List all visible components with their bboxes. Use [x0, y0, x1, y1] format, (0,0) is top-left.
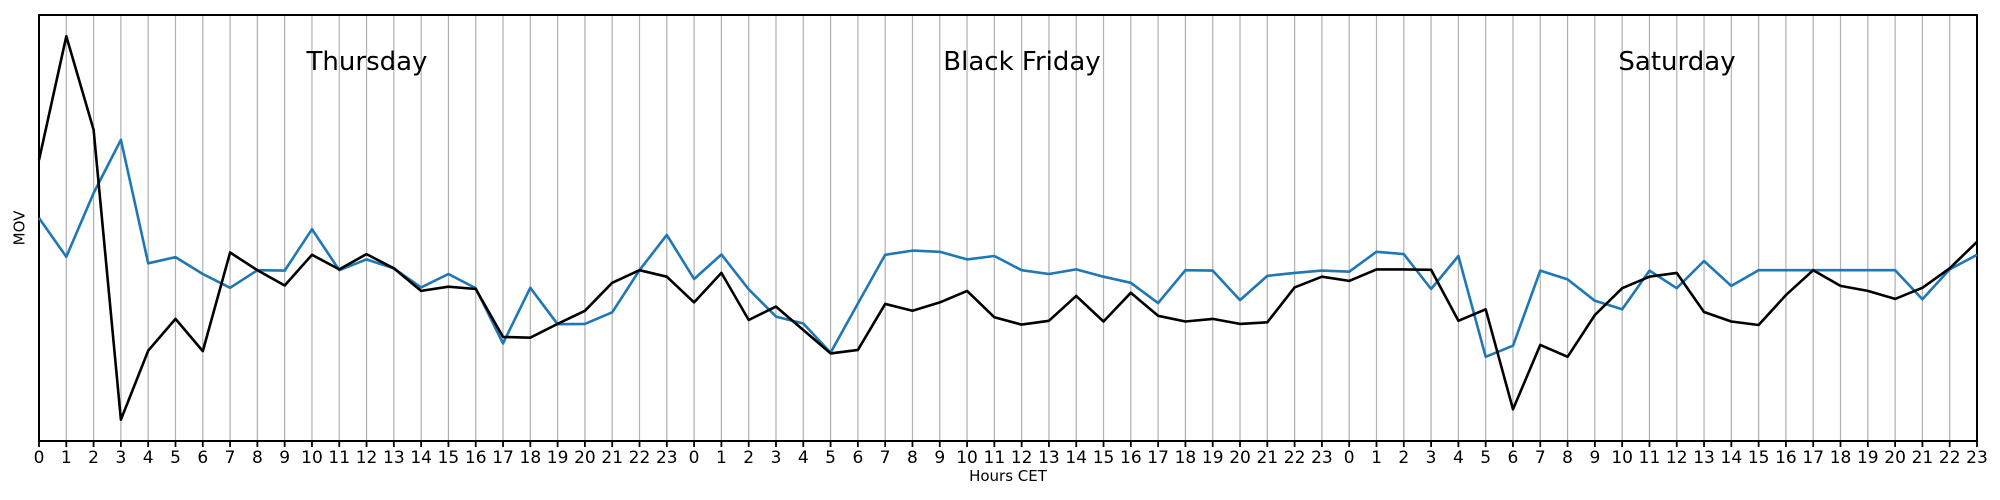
x-tick-label: 21 — [601, 448, 623, 468]
x-tick-label: 3 — [115, 448, 126, 468]
x-tick-label: 14 — [1065, 448, 1087, 468]
x-tick-label: 4 — [798, 448, 809, 468]
x-tick-label: 15 — [1093, 448, 1115, 468]
x-axis-label: Hours CET — [969, 467, 1047, 485]
x-tick-label: 0 — [689, 448, 700, 468]
x-tick-label: 20 — [1884, 448, 1906, 468]
x-tick-label: 17 — [1802, 448, 1824, 468]
x-tick-label: 15 — [1748, 448, 1770, 468]
x-tick-label: 2 — [88, 448, 99, 468]
x-tick-label: 16 — [1120, 448, 1142, 468]
x-tick-label: 19 — [1857, 448, 1879, 468]
x-tick-label: 6 — [852, 448, 863, 468]
x-tick-label: 22 — [1284, 448, 1306, 468]
day-annotation-black-friday: Black Friday — [943, 47, 1101, 77]
x-tick-label: 11 — [328, 448, 350, 468]
x-tick-label: 7 — [225, 448, 236, 468]
x-tick-label: 20 — [1229, 448, 1251, 468]
x-tick-label: 15 — [438, 448, 460, 468]
x-tick-label: 2 — [743, 448, 754, 468]
x-tick-label: 17 — [1147, 448, 1169, 468]
x-tick-label: 1 — [1371, 448, 1382, 468]
x-tick-label: 19 — [1202, 448, 1224, 468]
x-tick-label: 13 — [383, 448, 405, 468]
x-tick-label: 13 — [1038, 448, 1060, 468]
x-tick-label: 11 — [1639, 448, 1661, 468]
x-tick-label: 16 — [1775, 448, 1797, 468]
x-tick-label: 18 — [1830, 448, 1852, 468]
x-tick-label: 14 — [410, 448, 432, 468]
x-tick-label: 10 — [1611, 448, 1633, 468]
x-tick-label: 7 — [1535, 448, 1546, 468]
x-tick-label: 18 — [520, 448, 542, 468]
x-tick-label: 9 — [1589, 448, 1600, 468]
x-tick-label: 1 — [61, 448, 72, 468]
x-tick-label: 20 — [574, 448, 596, 468]
plot-frame — [38, 14, 1978, 442]
day-annotation-thursday: Thursday — [306, 47, 428, 77]
x-tick-label: 23 — [1311, 448, 1333, 468]
series-blue-line — [37, 138, 1978, 359]
x-tick-label: 12 — [1011, 448, 1033, 468]
x-tick-label: 13 — [1693, 448, 1715, 468]
x-tick-label: 21 — [1912, 448, 1934, 468]
x-tick-label: 18 — [1175, 448, 1197, 468]
x-tick-label: 8 — [907, 448, 918, 468]
x-tick-label: 17 — [492, 448, 514, 468]
x-tick-label: 4 — [143, 448, 154, 468]
x-tick-label: 11 — [984, 448, 1006, 468]
x-tick-label: 5 — [170, 448, 181, 468]
x-tick-label: 19 — [547, 448, 569, 468]
x-tick-label: 9 — [934, 448, 945, 468]
day-annotation-saturday: Saturday — [1618, 47, 1736, 77]
x-tick-label: 16 — [465, 448, 487, 468]
x-tick-label: 5 — [825, 448, 836, 468]
x-tick-label: 10 — [301, 448, 323, 468]
x-tick-label: 1 — [716, 448, 727, 468]
x-tick-label: 23 — [1966, 448, 1988, 468]
x-tick-label: 4 — [1453, 448, 1464, 468]
x-tick-label: 22 — [1939, 448, 1961, 468]
x-tick-label: 6 — [197, 448, 208, 468]
series-black-line — [37, 34, 1978, 422]
x-tick-label: 6 — [1508, 448, 1519, 468]
x-tick-label: 14 — [1721, 448, 1743, 468]
y-axis-label: MOV — [10, 210, 29, 246]
x-tick-label: 0 — [1344, 448, 1355, 468]
x-tick-label: 10 — [956, 448, 978, 468]
x-tick-label: 12 — [356, 448, 378, 468]
x-tick-label: 2 — [1398, 448, 1409, 468]
x-tick-label: 8 — [252, 448, 263, 468]
x-tick-label: 7 — [880, 448, 891, 468]
x-tick-label: 23 — [656, 448, 678, 468]
x-tick-label: 5 — [1480, 448, 1491, 468]
x-tick-label: 0 — [34, 448, 45, 468]
x-tick-label: 22 — [629, 448, 651, 468]
x-tick-label: 3 — [771, 448, 782, 468]
x-tick-label: 9 — [279, 448, 290, 468]
x-tick-label: 8 — [1562, 448, 1573, 468]
x-tick-label: 3 — [1426, 448, 1437, 468]
x-tick-label: 21 — [1256, 448, 1278, 468]
x-tick-label: 12 — [1666, 448, 1688, 468]
